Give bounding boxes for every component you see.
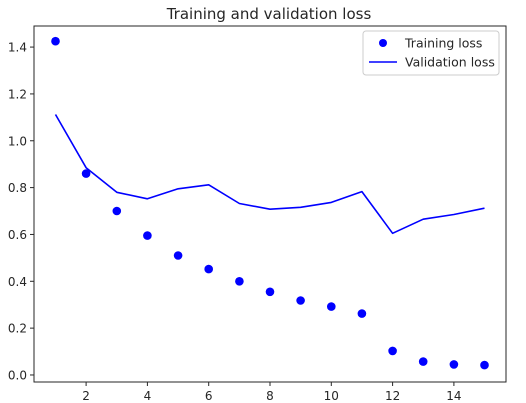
legend-frame <box>362 30 500 76</box>
legend-label-validation-loss: Validation loss <box>405 55 495 70</box>
data-point-training-loss <box>143 231 152 240</box>
y-tick-label: 1.0 <box>8 134 27 148</box>
data-point-training-loss <box>51 36 60 46</box>
x-tick-label: 4 <box>144 389 152 403</box>
data-point-training-loss <box>449 360 459 369</box>
data-point-training-loss <box>204 264 213 274</box>
y-tick-label: 0.0 <box>8 368 27 382</box>
x-tick-label: 10 <box>324 389 339 403</box>
data-point-training-loss <box>235 277 244 286</box>
x-tick-label: 2 <box>82 389 90 403</box>
legend-label-training-loss: Training loss <box>404 36 482 51</box>
axis-ticks: 2 4 6 8 10 12 14 0.0 0.2 0.4 0.6 0.8 1.0 1.2 1.4 <box>8 41 462 403</box>
y-tick-label: 0.4 <box>8 275 27 289</box>
legend-marker-training-loss <box>379 39 387 47</box>
data-point-training-loss <box>357 309 367 318</box>
y-tick-label: 0.8 <box>8 181 27 195</box>
y-tick-label: 1.2 <box>8 87 27 101</box>
data-point-training-loss <box>418 357 428 366</box>
x-tick-label: 12 <box>385 389 400 403</box>
data-point-training-loss <box>265 287 275 297</box>
x-tick-label: 14 <box>446 389 461 403</box>
data-point-training-loss <box>480 360 489 370</box>
y-tick-label: 0.6 <box>8 228 27 242</box>
data-point-training-loss <box>173 251 183 260</box>
plot-area <box>51 36 489 370</box>
x-tick-label: 6 <box>205 389 213 403</box>
chart-title: Training and validation loss <box>166 5 372 23</box>
data-point-training-loss <box>81 169 91 178</box>
data-point-training-loss <box>112 206 122 216</box>
data-point-training-loss <box>388 346 397 356</box>
y-tick-label: 1.4 <box>8 41 27 55</box>
axes-frame <box>33 25 507 383</box>
x-tick-label: 8 <box>266 389 274 403</box>
legend: Training loss Validation loss <box>362 30 500 76</box>
y-tick-label: 0.2 <box>8 322 27 336</box>
data-point-training-loss <box>296 296 305 305</box>
data-point-training-loss <box>327 302 336 311</box>
series-line-validation-loss <box>54 114 485 235</box>
